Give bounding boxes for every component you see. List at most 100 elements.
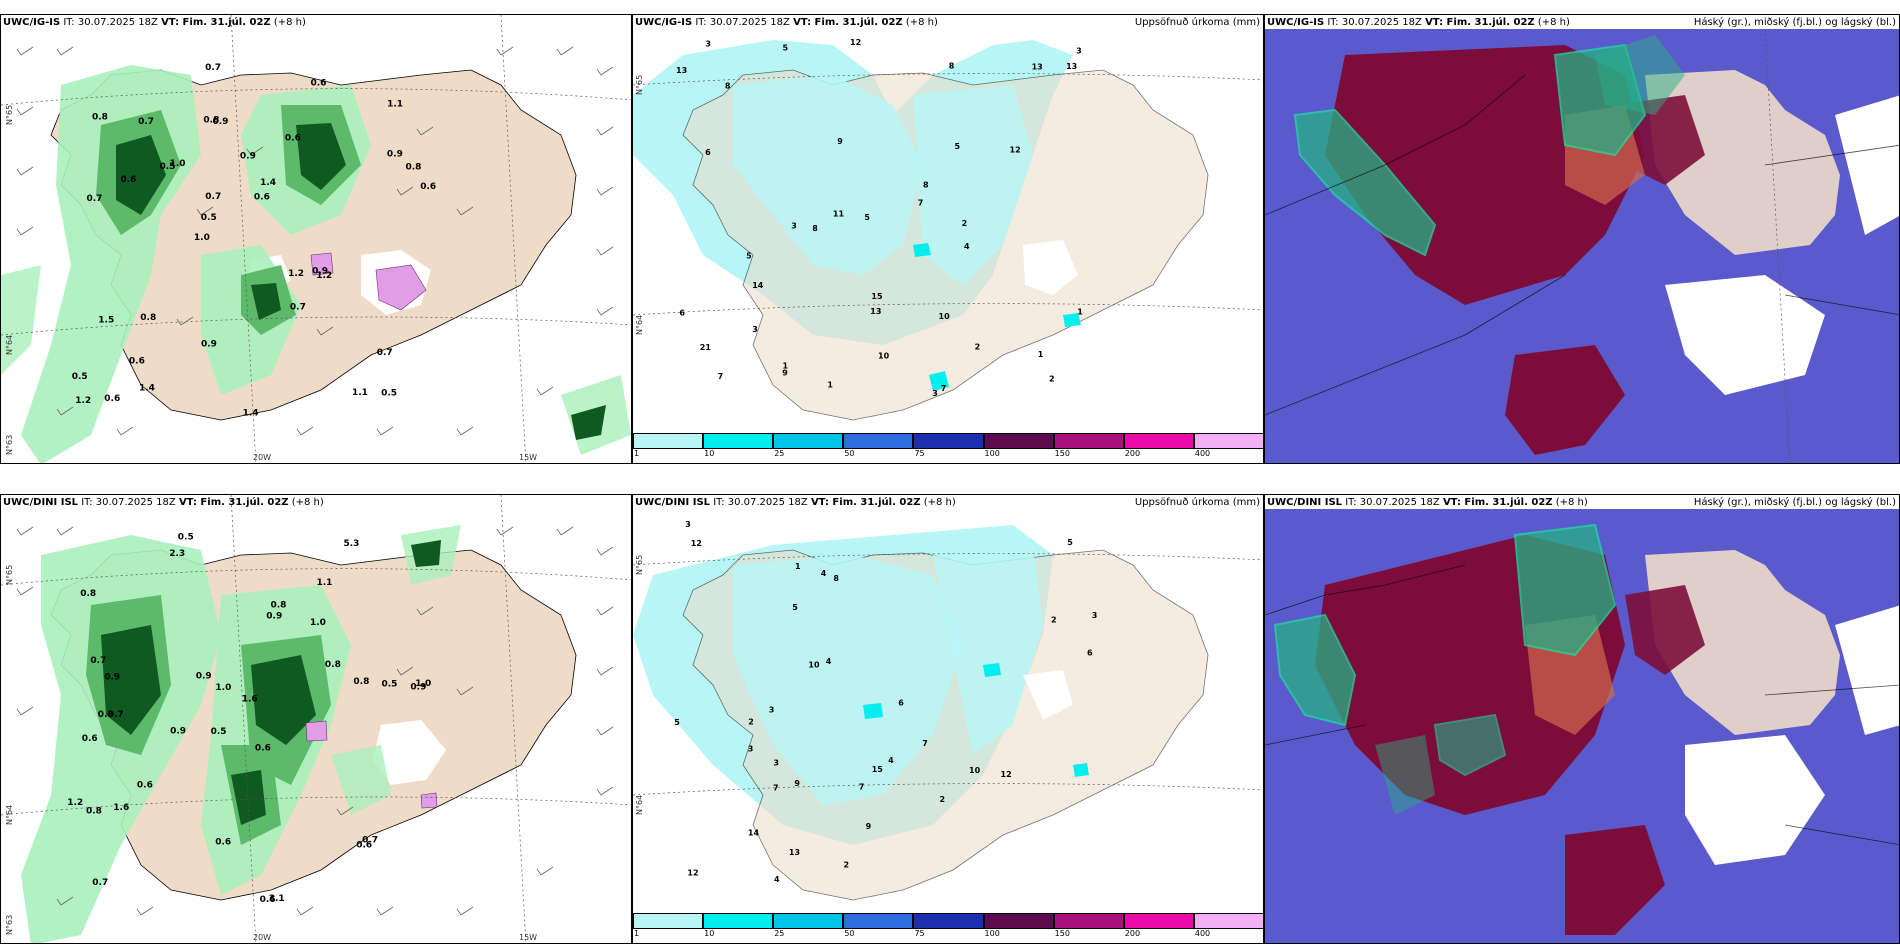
- value-label: 2: [975, 343, 981, 352]
- lon-label-15w: 15W: [519, 453, 538, 462]
- lat-label: N°65: [635, 74, 644, 95]
- cloud-map: [1265, 509, 1899, 943]
- value-label: 0.9: [240, 152, 256, 162]
- colorbar-tick: 200: [1124, 929, 1141, 938]
- value-label: 0.9: [312, 266, 328, 276]
- value-label: 13: [789, 848, 800, 857]
- value-label: 0.9: [201, 340, 217, 350]
- value-label: 1.4: [139, 383, 155, 393]
- value-label: 0.7: [138, 117, 154, 127]
- value-label: 0.7: [90, 656, 106, 666]
- value-label: 1.0: [215, 683, 231, 693]
- value-label: 1: [827, 380, 833, 389]
- value-label: 1.0: [194, 233, 210, 243]
- value-label: 8: [725, 82, 731, 91]
- value-label: 7: [718, 372, 724, 381]
- value-label: 3: [773, 759, 779, 768]
- cloud-map: [1265, 28, 1899, 463]
- colorbar-swatch: [913, 913, 984, 929]
- value-label: 0.6: [420, 182, 436, 192]
- colorbar-swatch: [1123, 433, 1194, 449]
- colorbar-tick: 200: [1124, 449, 1141, 458]
- accum-precip-map: 1235532891210764315107145469133243122471…: [633, 520, 1263, 901]
- value-label: 2: [1049, 375, 1055, 384]
- colorbar-tick: 50: [844, 929, 855, 938]
- value-label: 3: [1076, 46, 1082, 55]
- value-label: 0.8: [86, 806, 102, 816]
- value-label: 10: [808, 661, 820, 670]
- value-label: 4: [774, 875, 780, 884]
- colorbar-tick: 1: [634, 929, 640, 938]
- value-label: 7: [859, 783, 865, 792]
- value-label: 1.1: [317, 578, 333, 588]
- value-label: 0.8: [271, 600, 287, 610]
- wind-precip-map: 0.51.10.90.50.60.70.81.00.60.91.60.72.30…: [1, 495, 631, 943]
- value-label: 0.6: [356, 841, 372, 851]
- value-label: 6: [679, 309, 685, 318]
- colorbar-swatch: [703, 913, 774, 929]
- value-label: 12: [691, 539, 702, 548]
- value-label: 0.9: [170, 727, 186, 737]
- lon-label-20w: 20W: [253, 933, 272, 942]
- value-label: 5: [792, 603, 798, 612]
- value-label: 3: [769, 705, 775, 714]
- value-label: 12: [1010, 145, 1021, 154]
- accum-precip-panel-bottom: UWC/DINI ISL IT: 30.07.2025 18Z VT: Fim.…: [632, 494, 1264, 944]
- value-label: 1: [1077, 308, 1083, 317]
- value-label: 0.7: [205, 63, 221, 73]
- value-label: 1.4: [260, 178, 276, 188]
- cloud-panel-top: UWC/IG-IS IT: 30.07.2025 18Z VT: Fim. 31…: [1264, 14, 1900, 464]
- value-label: 2.3: [169, 549, 185, 559]
- value-label: 0.6: [82, 734, 98, 744]
- value-label: 0.7: [108, 710, 124, 720]
- value-label: 8: [923, 180, 929, 189]
- value-label: 1.2: [288, 269, 304, 279]
- value-label: 0.7: [92, 878, 108, 888]
- value-label: 0.8: [140, 313, 156, 323]
- colorbar-swatch: [983, 433, 1054, 449]
- lat-label-64: N°64: [5, 334, 14, 355]
- value-label: 1.1: [387, 100, 403, 110]
- value-label: 0.9: [104, 672, 120, 682]
- value-label: 10: [969, 766, 981, 775]
- value-label: 0.5: [160, 162, 176, 172]
- colorbar-swatch: [1123, 913, 1194, 929]
- value-label: 0.7: [377, 348, 393, 358]
- colorbar-tick: 100: [984, 449, 1000, 458]
- value-label: 0.6: [311, 78, 327, 88]
- value-label: 5: [955, 142, 961, 151]
- value-label: 7: [918, 198, 924, 207]
- value-label: 3: [685, 520, 691, 529]
- value-label: 3: [748, 745, 754, 754]
- lat-label-66: N°65: [5, 104, 14, 125]
- value-label: 1.2: [67, 798, 83, 808]
- value-label: 10: [939, 312, 951, 321]
- panel-header: UWC/DINI ISL IT: 30.07.2025 18Z VT: Fim.…: [1267, 497, 1588, 508]
- lat-label-66: N°65: [5, 564, 14, 585]
- colorbar-swatch: [843, 433, 914, 449]
- colorbar-tick: 400: [1194, 449, 1211, 458]
- panel-header: UWC/DINI ISL IT: 30.07.2025 18Z VT: Fim.…: [3, 497, 324, 508]
- cloud-panel-bottom: UWC/DINI ISL IT: 30.07.2025 18Z VT: Fim.…: [1264, 494, 1900, 944]
- colorbar-tick: 400: [1194, 929, 1211, 938]
- value-label: 1.1: [352, 388, 368, 398]
- value-label: 4: [826, 657, 832, 666]
- cloud-title: Háský (gr.), miðský (fj.bl.) og lágský (…: [1693, 17, 1896, 28]
- value-label: 9: [837, 137, 843, 146]
- colorbar-tick: 100: [984, 929, 1000, 938]
- value-label: 8: [833, 574, 839, 583]
- precip-title: Uppsöfnuð úrkoma (mm): [1134, 497, 1260, 508]
- colorbar-swatch: [703, 433, 774, 449]
- value-label: 13: [870, 307, 881, 316]
- panel-header: UWC/IG-IS IT: 30.07.2025 18Z VT: Fim. 31…: [1267, 17, 1570, 28]
- value-label: 0.7: [290, 302, 306, 312]
- value-label: 0.9: [266, 612, 282, 622]
- lon-label-15w: 15W: [519, 933, 538, 942]
- value-label: 0.5: [382, 679, 398, 689]
- panel-header: UWC/IG-IS IT: 30.07.2025 18Z VT: Fim. 31…: [635, 17, 938, 28]
- value-label: 9: [782, 368, 788, 377]
- cloud-title: Háský (gr.), miðský (fj.bl.) og lágský (…: [1693, 497, 1896, 508]
- value-label: 2: [1051, 616, 1057, 625]
- wind-barbs: [16, 526, 614, 916]
- value-label: 0.8: [406, 163, 422, 173]
